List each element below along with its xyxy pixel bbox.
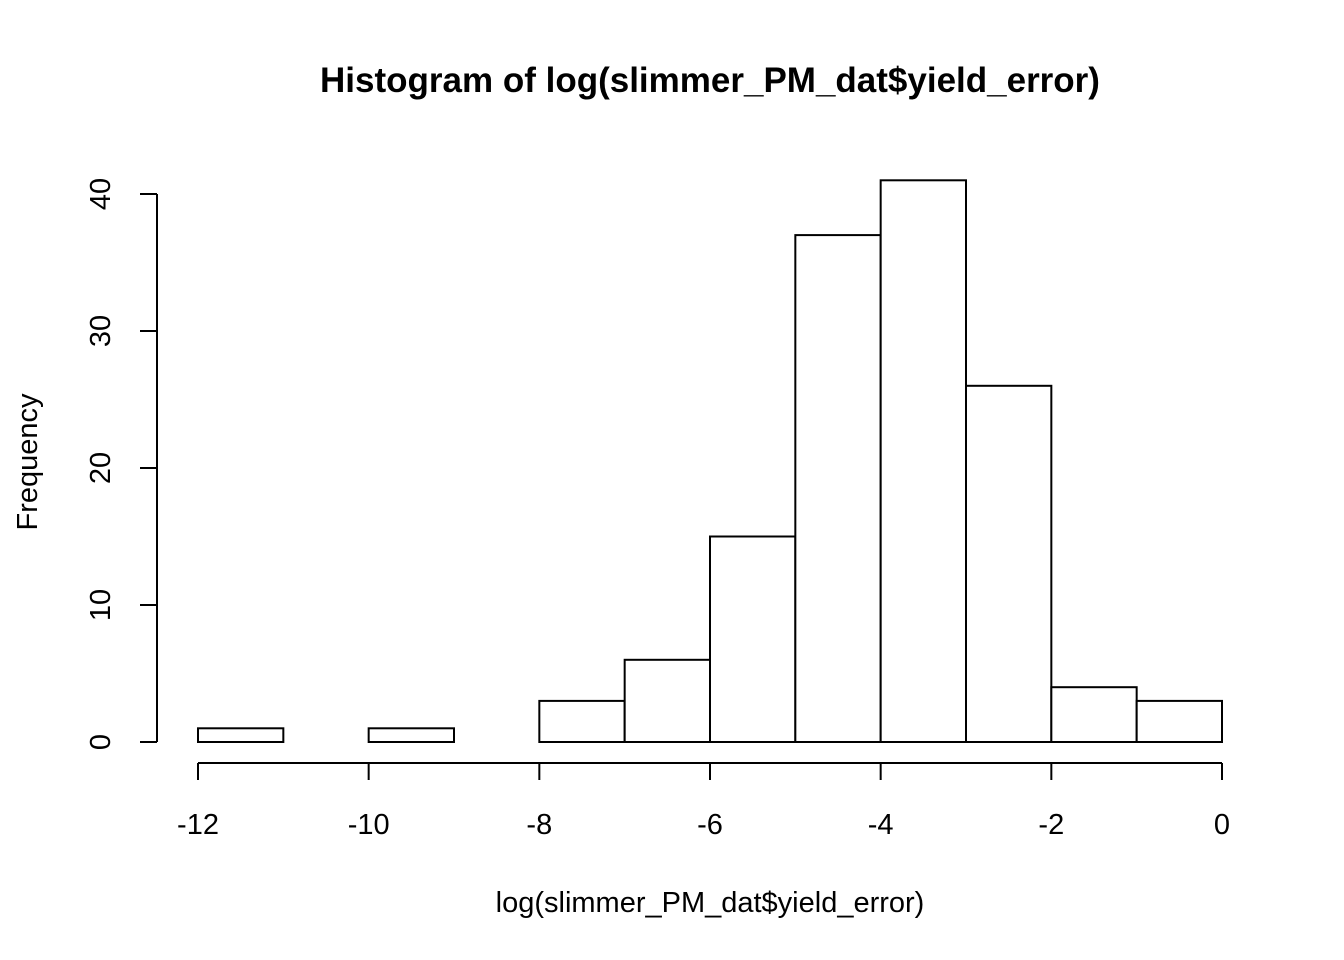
- x-tick-label: -10: [348, 809, 390, 841]
- histogram-bar: [538, 699, 626, 744]
- y-tick-label: 30: [85, 315, 117, 347]
- histogram-bar: [709, 535, 797, 743]
- chart-title: Histogram of log(slimmer_PM_dat$yield_er…: [320, 61, 1100, 100]
- histogram-bar: [879, 179, 968, 744]
- x-axis-label: log(slimmer_PM_dat$yield_error): [496, 887, 925, 919]
- y-tick-label: 20: [85, 452, 117, 484]
- x-tick-label: -4: [868, 809, 894, 841]
- bars-group: [197, 179, 1223, 744]
- x-tick-label: 0: [1214, 809, 1230, 841]
- x-tick-label: -8: [526, 809, 552, 841]
- histogram-bar: [623, 658, 712, 743]
- histogram-bar: [965, 384, 1053, 743]
- histogram-bar: [197, 727, 285, 743]
- histogram-bar: [1050, 686, 1138, 744]
- y-axis-label: Frequency: [12, 393, 44, 531]
- y-tick-label: 0: [85, 734, 117, 750]
- x-tick-label: -6: [697, 809, 723, 841]
- y-tick-label: 40: [85, 178, 117, 210]
- x-tick-label: -2: [1038, 809, 1064, 841]
- x-axis: -12 -10 -8 -6 -4 -2 0: [177, 762, 1230, 841]
- x-tick-label: -12: [177, 809, 219, 841]
- histogram-bar: [1135, 699, 1223, 744]
- y-tick-label: 10: [85, 589, 117, 621]
- y-axis: 0 10 20 30 40: [85, 178, 158, 750]
- histogram-bar: [794, 234, 882, 743]
- histogram-bar: [367, 727, 455, 743]
